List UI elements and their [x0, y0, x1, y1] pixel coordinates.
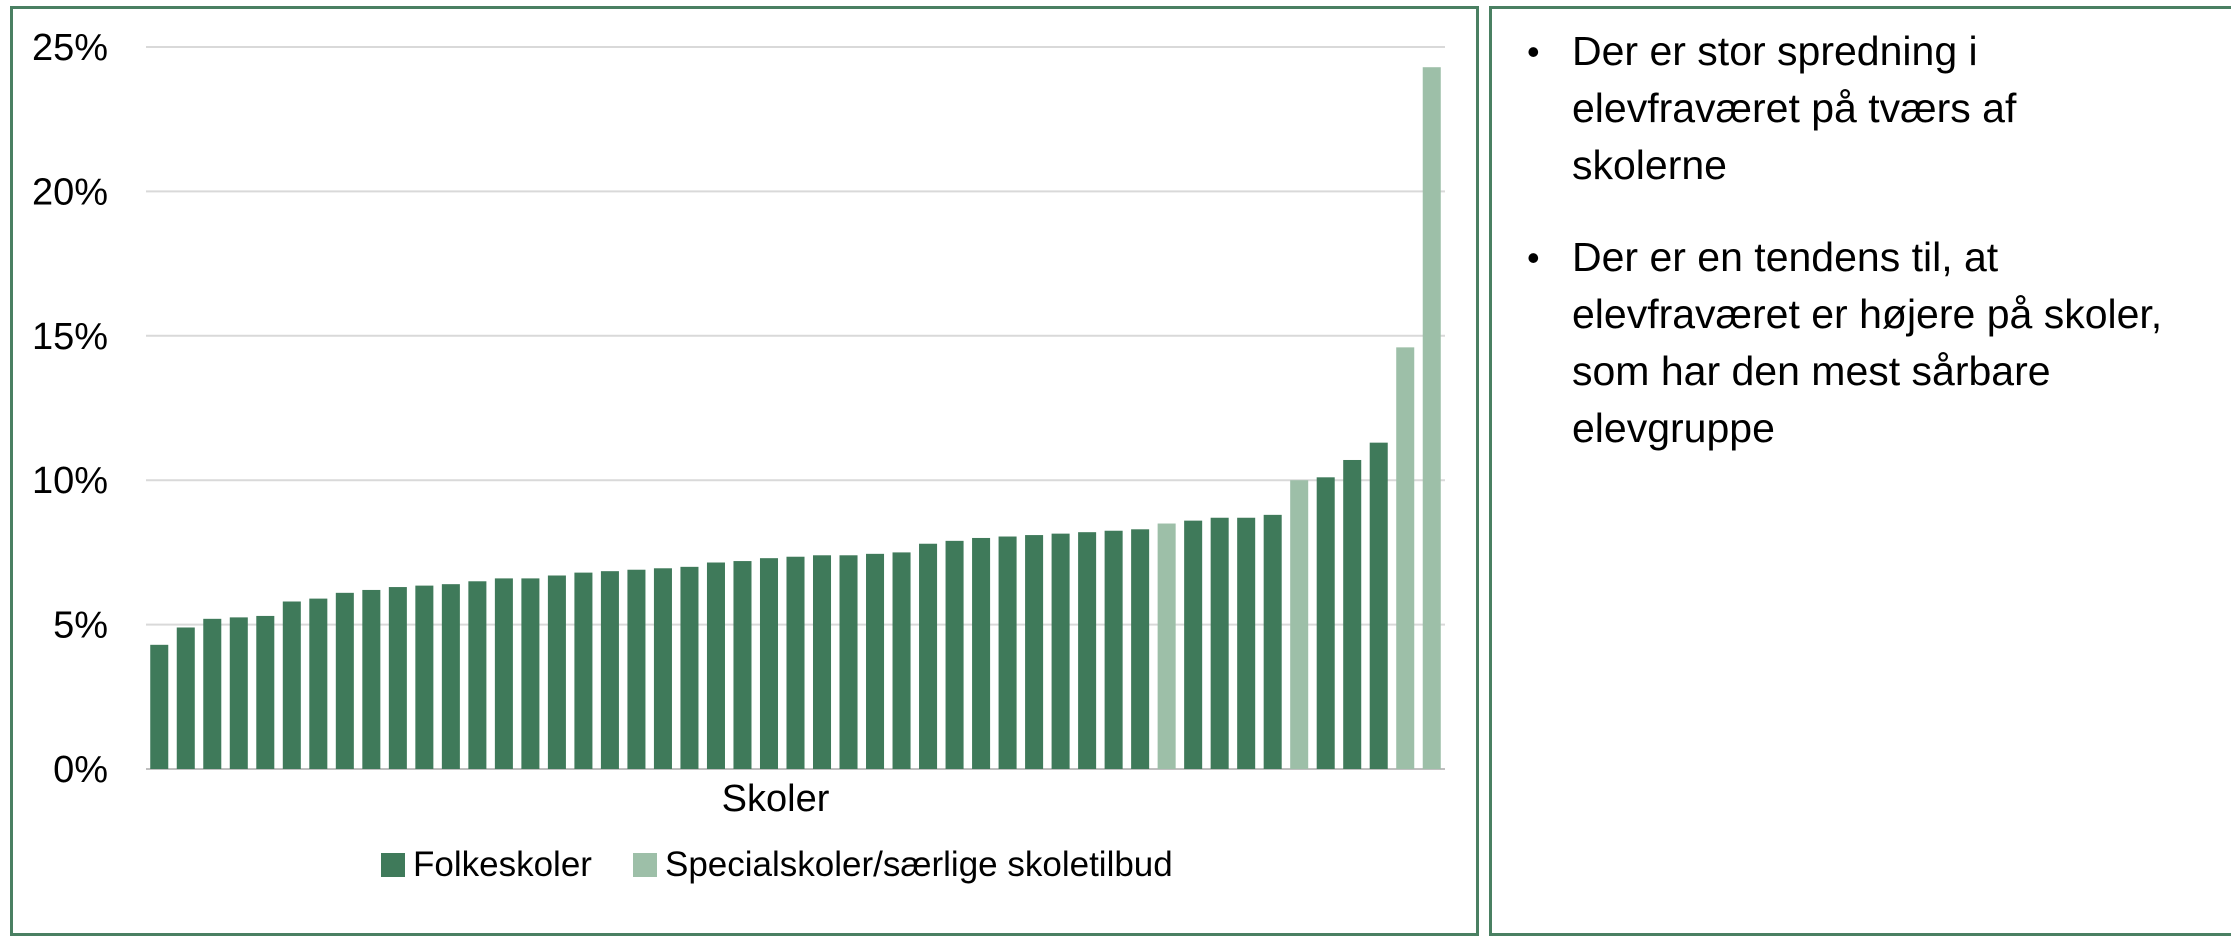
bar [866, 553, 885, 769]
bar [812, 555, 832, 769]
bar [229, 617, 248, 769]
bar [1184, 520, 1203, 769]
bar [1237, 517, 1256, 769]
bar [680, 566, 699, 769]
bar [335, 592, 354, 769]
bar [972, 537, 991, 769]
bar [733, 561, 752, 769]
bullet-text: Der er stor spredning i elevfraværet på … [1572, 28, 2017, 188]
bar [786, 556, 805, 769]
legend-label: Folkeskoler [413, 845, 592, 884]
y-tick-label: 25% [32, 27, 108, 69]
bar [759, 558, 779, 769]
bar [1051, 533, 1070, 769]
bar [1422, 67, 1441, 769]
bullet-dot: • [1527, 237, 1540, 278]
bar [627, 569, 646, 769]
y-tick-label: 10% [32, 460, 108, 502]
bar [706, 562, 725, 769]
bar [1290, 480, 1309, 769]
bar [653, 568, 672, 769]
bar [574, 572, 593, 769]
bar [176, 627, 195, 769]
bar [256, 615, 275, 769]
bullet-list: • Der er stor spredning i elevfraværet p… [1512, 23, 2172, 492]
bar [1343, 459, 1362, 769]
bar [521, 578, 540, 769]
bar [1210, 517, 1229, 769]
bullet-dot: • [1527, 31, 1540, 72]
bar [892, 552, 911, 769]
bar [1396, 347, 1415, 769]
y-tick-label: 15% [32, 316, 108, 358]
y-tick-label: 0% [53, 749, 108, 791]
bar-chart: 0% 5% 10% 15% 20% 25% Skoler Folkeskoler Special… [32, 27, 1445, 884]
bar [362, 589, 381, 769]
bar [945, 540, 964, 769]
bar [1369, 442, 1388, 769]
y-tick-label: 5% [53, 605, 108, 647]
bar [839, 555, 858, 769]
legend-swatch [633, 853, 657, 877]
bar [415, 585, 434, 769]
text-panel: • Der er stor spredning i elevfraværet p… [1489, 6, 2231, 936]
bar [998, 536, 1017, 769]
bar [150, 644, 169, 769]
bar [441, 584, 460, 769]
bar [282, 601, 301, 769]
y-tick-label: 20% [32, 171, 108, 213]
bar [1131, 529, 1150, 769]
bar [919, 543, 938, 769]
bar [494, 578, 513, 769]
bullet-item: • Der er stor spredning i elevfraværet p… [1512, 23, 2172, 194]
bar [1316, 477, 1335, 769]
chart-panel: 0% 5% 10% 15% 20% 25% Skoler Folkeskoler Special… [10, 6, 1479, 936]
bar [600, 571, 619, 769]
bar [547, 575, 566, 769]
bar [1104, 530, 1123, 769]
bar [1025, 535, 1044, 769]
bar [468, 581, 487, 769]
bullet-item: • Der er en tendens til, at elevfraværet… [1512, 229, 2172, 457]
bar [1157, 523, 1176, 769]
x-axis-label: Skoler [722, 778, 830, 820]
bar [1263, 514, 1282, 769]
bar [388, 587, 407, 769]
legend-swatch [381, 853, 405, 877]
bullet-text: Der er en tendens til, at elevfraværet e… [1572, 234, 2163, 451]
bar [309, 598, 328, 769]
bar [203, 618, 222, 769]
bar [1078, 532, 1097, 769]
legend-label: Specialskoler/særlige skoletilbud [665, 845, 1173, 884]
